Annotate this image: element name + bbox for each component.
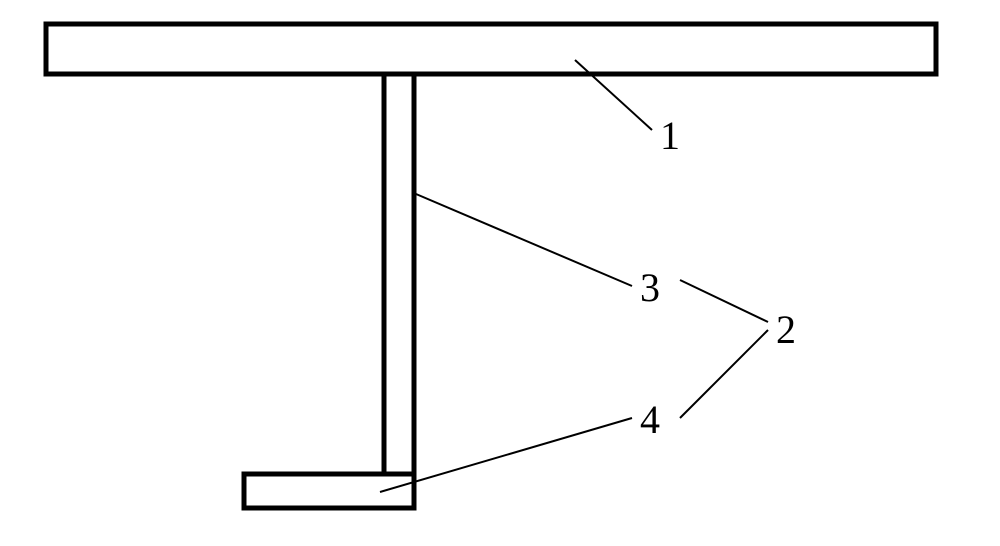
label-1: 1: [660, 116, 680, 156]
leader-to-3: [416, 194, 632, 286]
leader-to-1: [575, 60, 652, 130]
diagram-svg: [0, 0, 1000, 546]
bottom-foot-shape: [244, 474, 414, 508]
label-2: 2: [776, 310, 796, 350]
bracket-leader-a: [680, 280, 768, 322]
vertical-stem-shape: [384, 74, 414, 474]
top-bar-shape: [46, 24, 936, 74]
diagram-canvas: 1 2 3 4: [0, 0, 1000, 546]
leader-to-4: [380, 418, 632, 492]
label-3: 3: [640, 268, 660, 308]
label-4: 4: [640, 400, 660, 440]
bracket-leader-b: [680, 330, 768, 418]
